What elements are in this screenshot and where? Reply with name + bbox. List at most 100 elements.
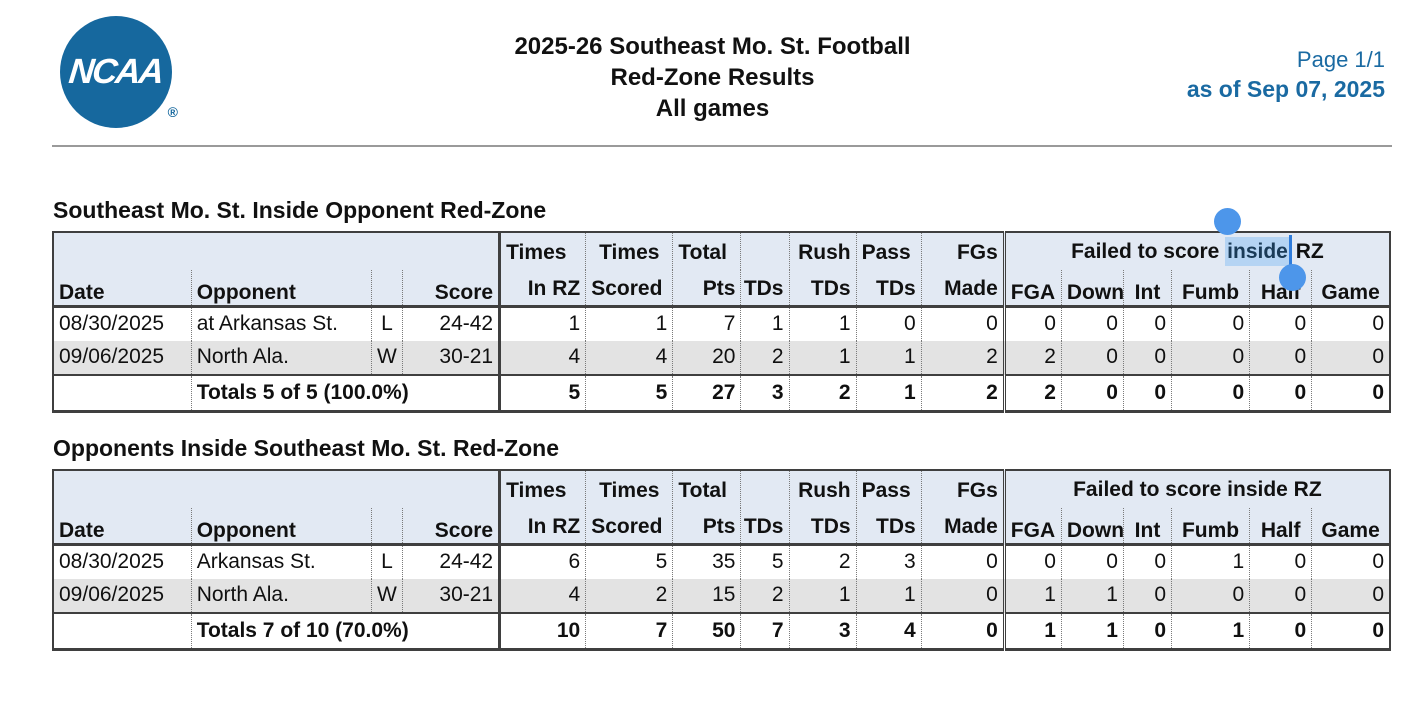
- cell-fga: 2: [1002, 373, 1062, 412]
- cell-down: 1: [1060, 578, 1124, 613]
- text-selection[interactable]: inside: [1214, 207, 1306, 291]
- col-header-wl: [370, 508, 403, 547]
- col-header-fga: FGA: [1002, 270, 1062, 309]
- report-title-line2: Red-Zone Results: [610, 64, 815, 91]
- table-row: 09/06/2025 North Ala. W 30-21 4 4 20 2 1…: [53, 340, 1390, 375]
- cell-tds: 2: [740, 578, 789, 613]
- cell-score: 30-21: [401, 578, 500, 613]
- cell-fga: 0: [1002, 306, 1062, 341]
- col-group-failed-to-score: Failed to score inside RZ: [1002, 207, 1390, 291]
- totals-row: Totals 5 of 5 (100.0%) 5 5 27 3 2 1 2 2 …: [53, 373, 1390, 412]
- table-row: 09/06/2025 North Ala. W 30-21 4 2 15 2 1…: [53, 578, 1390, 613]
- col-header-wl: [370, 270, 403, 309]
- cell-int: 0: [1122, 544, 1172, 579]
- col-header-rush-tds: Rush TDs: [788, 470, 857, 546]
- cell-win-loss: L: [370, 306, 403, 341]
- section-title: Opponents Inside Southeast Mo. St. Red-Z…: [53, 435, 560, 461]
- cell-total-pts: 15: [672, 578, 741, 613]
- totals-row: Totals 7 of 10 (70.0%) 10 7 50 7 3 4 0 1…: [53, 611, 1390, 650]
- cell-fumb: 0: [1171, 373, 1250, 412]
- cell-date-empty: [53, 611, 192, 650]
- cell-win-loss: W: [370, 578, 403, 613]
- redzone-table-offense: Times In RZ Times Scored Total Pts TDs: [52, 207, 1391, 413]
- selection-handle-end[interactable]: [1278, 263, 1306, 291]
- cell-date-empty: [53, 373, 192, 412]
- cell-half: 0: [1249, 373, 1312, 412]
- cell-rush-tds: 2: [788, 373, 857, 412]
- cell-rush-tds: 1: [788, 340, 857, 375]
- page-info: Page 1/1 as of Sep 07, 2025: [1187, 46, 1385, 104]
- cell-int: 0: [1122, 306, 1172, 341]
- col-group-failed-to-score: Failed to score inside RZ: [1002, 470, 1390, 509]
- cell-fga: 1: [1002, 578, 1062, 613]
- failed-to-score-post: RZ: [1295, 239, 1324, 263]
- table-row: 08/30/2025 at Arkansas St. L 24-42 1 1 7…: [53, 306, 1390, 341]
- totals-label: Totals 5 of 5 (100.0%): [190, 373, 500, 412]
- cell-fumb: 0: [1171, 340, 1250, 375]
- cell-date: 08/30/2025: [59, 550, 165, 574]
- cell-total-pts: 7: [672, 306, 741, 341]
- cell-game: 0: [1311, 373, 1390, 412]
- header-column-row: Date Opponent Score FGA Down Int Fumb Ha…: [53, 508, 1390, 547]
- col-header-total-pts: Total Pts: [672, 470, 741, 546]
- cell-pass-tds: 0: [855, 306, 922, 341]
- cell-rush-tds: 1: [788, 578, 857, 613]
- cell-tds: 7: [740, 611, 789, 650]
- col-header-date: Date: [53, 508, 192, 547]
- cell-fumb: 1: [1171, 611, 1250, 650]
- cell-pass-tds: 1: [855, 578, 922, 613]
- cell-times-scored: 1: [585, 306, 673, 341]
- cell-fumb: 0: [1171, 578, 1250, 613]
- col-header-fgs-made: FGs Made: [920, 470, 1005, 546]
- cell-times-in-rz: 10: [498, 611, 586, 650]
- col-header-rush-tds: Rush TDs: [788, 232, 857, 308]
- col-header-pass-tds: Pass TDs: [855, 232, 922, 308]
- cell-game: 0: [1311, 611, 1390, 650]
- cell-fga: 2: [1002, 340, 1062, 375]
- cell-times-scored: 5: [585, 373, 673, 412]
- cell-total-pts: 35: [672, 544, 741, 579]
- selected-word[interactable]: inside: [1227, 239, 1288, 263]
- selection-handle-start[interactable]: [1214, 207, 1242, 235]
- col-header-tds: TDs: [740, 232, 789, 308]
- cell-total-pts: 50: [672, 611, 741, 650]
- table-row: 08/30/2025 Arkansas St. L 24-42 6 5 35 5…: [53, 544, 1390, 579]
- ncaa-logo-circle: NCAA: [60, 16, 172, 128]
- header-divider: [52, 145, 1392, 147]
- cell-win-loss: W: [370, 340, 403, 375]
- cell-down: 0: [1060, 340, 1124, 375]
- cell-pass-tds: 3: [855, 544, 922, 579]
- cell-rush-tds: 3: [788, 611, 857, 650]
- col-header-int: Int: [1122, 508, 1172, 547]
- col-header-total-pts: Total Pts: [672, 232, 741, 308]
- cell-int: 0: [1122, 373, 1172, 412]
- col-header-down: Down: [1060, 508, 1124, 547]
- cell-times-scored: 5: [585, 544, 673, 579]
- header-blank-cell: [53, 470, 500, 509]
- page-number: Page 1/1: [1296, 47, 1385, 72]
- totals-label: Totals 7 of 10 (70.0%): [190, 611, 500, 650]
- cell-fumb: 1: [1171, 544, 1250, 579]
- cell-times-scored: 7: [585, 611, 673, 650]
- cell-half: 0: [1249, 544, 1312, 579]
- cell-half: 0: [1249, 306, 1312, 341]
- col-header-int: Int: [1122, 270, 1172, 309]
- cell-pass-tds: 4: [855, 611, 922, 650]
- col-header-opponent: Opponent: [190, 270, 372, 309]
- cell-score: 30-21: [401, 340, 500, 375]
- cell-tds: 1: [740, 306, 789, 341]
- cell-fga: 0: [1002, 544, 1062, 579]
- selection-caret: [1288, 234, 1292, 273]
- ncaa-logo: NCAA ®: [60, 16, 178, 128]
- cell-rush-tds: 1: [788, 306, 857, 341]
- cell-date: 09/06/2025: [53, 340, 192, 375]
- cell-down: 0: [1060, 306, 1124, 341]
- cell-fgs-made: 0: [920, 578, 1005, 613]
- cell-opponent: at Arkansas St.: [190, 306, 372, 341]
- failed-to-score-pre: Failed to score: [1071, 239, 1220, 263]
- cell-win-loss: L: [370, 544, 403, 579]
- cell-half: 0: [1249, 578, 1312, 613]
- col-header-score: Score: [401, 508, 500, 547]
- cell-score: 24-42: [401, 544, 500, 579]
- col-header-opponent: Opponent: [190, 508, 372, 547]
